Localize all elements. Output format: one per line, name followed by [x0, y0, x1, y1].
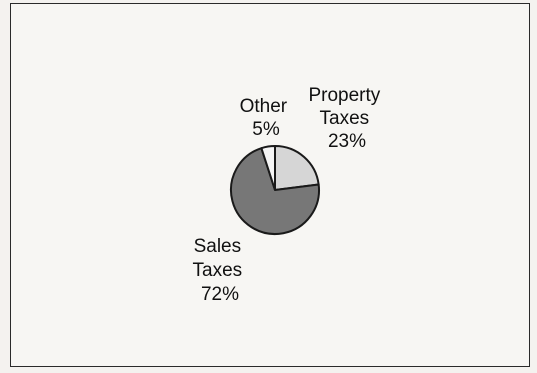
pie-slice-property-taxes: [274, 145, 320, 191]
pie-slice-sales-taxes: [230, 147, 320, 235]
pie-slice-other: [260, 144, 276, 191]
pie-slices: [230, 144, 320, 235]
label-property-taxes: Property Taxes 23%: [308, 85, 385, 152]
label-sales-taxes: Sales Taxes 72%: [193, 236, 248, 305]
label-other: Other 5%: [240, 96, 293, 140]
